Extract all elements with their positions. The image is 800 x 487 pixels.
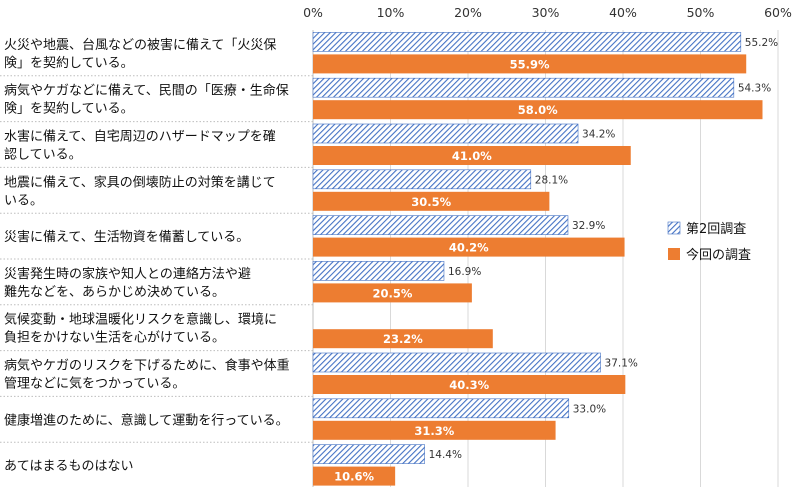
category-label: 水害に備えて、自宅周辺のハザードマップを確認している。 xyxy=(4,129,276,163)
legend-label-previous: 第2回調査 xyxy=(686,222,746,237)
x-tick-label: 30% xyxy=(532,5,560,20)
category-label-line: 認している。 xyxy=(4,147,82,163)
bar-current-survey xyxy=(313,283,472,303)
data-label-current: 41.0% xyxy=(452,149,492,163)
bar-current-survey xyxy=(313,466,396,486)
category-label: 気候変動・地球温暖化リスクを意識し、環境に負担をかけない生活を心がけている。 xyxy=(4,312,277,346)
bar-current-survey xyxy=(313,54,747,74)
data-label-previous: 14.4% xyxy=(429,449,462,461)
bar-current-survey xyxy=(313,329,493,349)
category-label: 災害に備えて、生活物資を備蓄している。 xyxy=(4,229,249,245)
data-label-previous: 33.0% xyxy=(573,403,606,415)
category-label: 病気やケガなどに備えて、民間の「医療・生命保険」を契約している。 xyxy=(4,83,289,117)
category-label-line: 水害に備えて、自宅周辺のハザードマップを確 xyxy=(4,129,276,145)
data-label-previous: 37.1% xyxy=(605,358,638,370)
data-label-current: 30.5% xyxy=(411,195,451,209)
data-label-previous: 16.9% xyxy=(448,266,481,278)
x-tick-label: 40% xyxy=(609,5,637,20)
x-tick-label: 60% xyxy=(764,5,792,20)
bar-previous-survey xyxy=(312,444,425,464)
bar-current-survey xyxy=(313,375,626,394)
data-label-current: 40.3% xyxy=(449,378,489,392)
legend-swatch-previous xyxy=(667,221,681,235)
data-label-current: 23.2% xyxy=(383,332,423,346)
x-axis-ticks: 0% 10% 20% 30% 40% 50% 60% xyxy=(303,5,792,20)
bars: 55.2% 55.9% 54.3% 58.0% 34.2% 41.0% 28.1% 30.5%… xyxy=(312,32,778,486)
category-label-line: 難先などを、あらかじめ決めている。 xyxy=(4,285,225,300)
data-label-previous: 32.9% xyxy=(572,220,605,232)
data-label-current: 20.5% xyxy=(372,286,412,300)
bar-current-survey xyxy=(313,420,556,440)
bar-previous-survey xyxy=(312,123,579,144)
category-label: 健康増進のために、意識して運動を行っている。 xyxy=(4,412,289,428)
data-label-current: 40.2% xyxy=(449,241,489,255)
bar-current-survey xyxy=(313,100,763,120)
category-label-line: 病気やケガなどに備えて、民間の「医療・生命保 xyxy=(4,83,289,99)
category-label-line: 険」を契約している。 xyxy=(4,102,134,117)
bar-previous-survey xyxy=(312,352,601,373)
data-label-current: 55.9% xyxy=(510,57,550,71)
category-label: あてはまるものはない xyxy=(4,459,133,474)
legend-swatch-current xyxy=(668,248,680,260)
category-label-line: あてはまるものはない xyxy=(4,459,133,474)
bar-previous-survey xyxy=(312,77,735,98)
category-label-line: いる。 xyxy=(4,193,43,208)
category-label: 火災や地震、台風などの被害に備えて「火災保険」を契約している。 xyxy=(4,37,276,71)
data-label-previous: 55.2% xyxy=(745,37,778,49)
category-label: 地震に備えて、家具の倒壊防止の対策を講じている。 xyxy=(4,174,276,208)
category-label-line: 気候変動・地球温暖化リスクを意識し、環境に xyxy=(4,312,277,328)
bar-previous-survey xyxy=(312,398,570,419)
x-tick-label: 0% xyxy=(303,5,323,20)
bar-previous-survey xyxy=(312,261,445,281)
bar-previous-survey xyxy=(312,32,742,52)
category-label: 病気やケガのリスクを下げるために、食事や体重管理などに気をつかっている。 xyxy=(4,358,290,392)
category-label-line: 険」を契約している。 xyxy=(4,56,134,71)
x-tick-label: 10% xyxy=(377,5,405,20)
data-label-current: 10.6% xyxy=(334,470,374,484)
bar-current-survey xyxy=(313,237,625,257)
category-label-line: 病気やケガのリスクを下げるために、食事や体重 xyxy=(4,358,290,374)
bar-previous-survey xyxy=(312,215,569,235)
legend-label-current: 今回の調査 xyxy=(686,247,751,263)
category-label: 災害発生時の家族や知人との連絡方法や避難先などを、あらかじめ決めている。 xyxy=(4,266,251,300)
category-label-line: 健康増進のために、意識して運動を行っている。 xyxy=(4,412,289,428)
category-label-line: 地震に備えて、家具の倒壊防止の対策を講じて xyxy=(4,174,276,190)
category-label-line: 負担をかけない生活を心がけている。 xyxy=(4,331,225,346)
category-label-line: 災害に備えて、生活物資を備蓄している。 xyxy=(4,229,249,245)
x-tick-label: 20% xyxy=(454,5,482,20)
category-labels: 火災や地震、台風などの被害に備えて「火災保険」を契約している。病気やケガなどに備… xyxy=(4,37,290,474)
data-label-current: 58.0% xyxy=(518,103,558,117)
data-label-previous: 54.3% xyxy=(738,83,771,95)
data-label-previous: 28.1% xyxy=(535,174,568,186)
category-label-line: 火災や地震、台風などの被害に備えて「火災保 xyxy=(4,37,276,53)
data-label-current: 31.3% xyxy=(414,424,454,438)
category-label-line: 災害発生時の家族や知人との連絡方法や避 xyxy=(4,266,251,282)
bar-previous-survey xyxy=(312,169,532,190)
category-label-line: 管理などに気をつかっている。 xyxy=(4,376,185,392)
x-tick-label: 50% xyxy=(687,5,715,20)
data-label-previous: 34.2% xyxy=(582,129,615,141)
bar-current-survey xyxy=(313,146,631,165)
bar-current-survey xyxy=(313,191,550,211)
